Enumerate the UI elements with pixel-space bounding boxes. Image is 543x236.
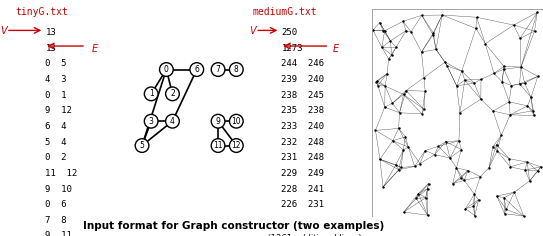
Circle shape xyxy=(166,87,179,101)
Text: E: E xyxy=(333,44,339,54)
Text: Input format for Graph constructor (two examples): Input format for Graph constructor (two … xyxy=(83,221,384,231)
Text: 2: 2 xyxy=(170,89,175,98)
Text: 228  241: 228 241 xyxy=(281,185,325,194)
Text: (1261 additional lines): (1261 additional lines) xyxy=(267,234,362,236)
Circle shape xyxy=(135,139,149,152)
Text: 0  5: 0 5 xyxy=(46,59,67,68)
Text: mediumG.txt: mediumG.txt xyxy=(252,7,318,17)
Text: 9  12: 9 12 xyxy=(46,106,72,115)
Text: 4  3: 4 3 xyxy=(46,75,67,84)
Text: 9  11: 9 11 xyxy=(46,232,72,236)
Text: 233  240: 233 240 xyxy=(281,122,325,131)
Circle shape xyxy=(230,139,243,152)
Text: 5  4: 5 4 xyxy=(46,138,67,147)
Text: 1273: 1273 xyxy=(281,44,303,53)
Circle shape xyxy=(211,63,225,76)
Text: 11  12: 11 12 xyxy=(46,169,78,178)
Text: 7: 7 xyxy=(216,65,220,74)
Circle shape xyxy=(211,139,225,152)
Text: 5: 5 xyxy=(140,141,144,150)
Text: 0: 0 xyxy=(164,65,169,74)
Circle shape xyxy=(144,87,158,101)
Text: 0  2: 0 2 xyxy=(46,153,67,162)
Text: 4: 4 xyxy=(170,117,175,126)
Circle shape xyxy=(211,114,225,128)
Text: 229  249: 229 249 xyxy=(281,169,325,178)
Circle shape xyxy=(166,114,179,128)
Text: E: E xyxy=(92,44,98,54)
Text: 8: 8 xyxy=(234,65,239,74)
Circle shape xyxy=(230,63,243,76)
Text: 13: 13 xyxy=(46,44,56,53)
Text: 232  248: 232 248 xyxy=(281,138,325,147)
Text: 7  8: 7 8 xyxy=(46,216,67,225)
Text: 3: 3 xyxy=(149,117,154,126)
Circle shape xyxy=(160,63,173,76)
Text: 10: 10 xyxy=(231,117,241,126)
Text: . . .: . . . xyxy=(281,218,308,227)
Text: tinyG.txt: tinyG.txt xyxy=(15,7,68,17)
Text: 235  238: 235 238 xyxy=(281,106,325,115)
Text: 1: 1 xyxy=(149,89,154,98)
Text: 250: 250 xyxy=(281,28,298,37)
Text: 11: 11 xyxy=(213,141,223,150)
Text: 6  4: 6 4 xyxy=(46,122,67,131)
Text: 226  231: 226 231 xyxy=(281,200,325,209)
Text: 13: 13 xyxy=(46,28,56,37)
Circle shape xyxy=(230,114,243,128)
Circle shape xyxy=(190,63,204,76)
Text: 0  6: 0 6 xyxy=(46,200,67,209)
Text: 239  240: 239 240 xyxy=(281,75,325,84)
Text: 244  246: 244 246 xyxy=(281,59,325,68)
Text: 231  248: 231 248 xyxy=(281,153,325,162)
Text: 0  1: 0 1 xyxy=(46,91,67,100)
Text: 12: 12 xyxy=(231,141,241,150)
Text: V: V xyxy=(249,26,256,36)
Circle shape xyxy=(144,114,158,128)
Text: 238  245: 238 245 xyxy=(281,91,325,100)
Text: 9  10: 9 10 xyxy=(46,185,72,194)
Text: V: V xyxy=(0,26,7,36)
Text: 6: 6 xyxy=(194,65,199,74)
Text: 9: 9 xyxy=(216,117,220,126)
